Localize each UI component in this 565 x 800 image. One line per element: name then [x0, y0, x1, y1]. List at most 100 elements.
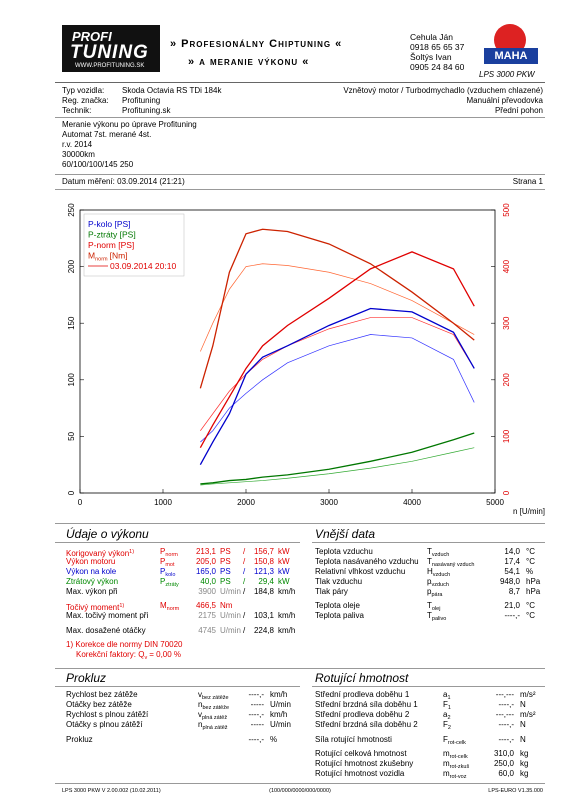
y2-tick-label: 500	[502, 203, 511, 217]
row-value: ----,-	[498, 720, 514, 729]
row-value: ----,-	[498, 700, 514, 709]
legend-text: M	[88, 251, 95, 261]
perf-unit: kW	[278, 547, 290, 556]
note: Automat 7st. merané 4st.	[62, 130, 152, 139]
row-unit: kg	[520, 759, 529, 768]
rule	[55, 542, 300, 543]
row-unit: °C	[526, 601, 535, 610]
perf-value: 184,8	[253, 587, 274, 596]
row-label: Teplota nasávaného vzduchu	[315, 557, 419, 566]
note: Meranie výkonu po úprave Profituning	[62, 120, 197, 129]
row-label: Síla rotující hmotnosti	[315, 735, 392, 744]
legend-text: P-kolo [PS]	[88, 219, 131, 229]
symbol: vbez zátěže	[198, 690, 229, 703]
perf-unit: kW	[278, 557, 290, 566]
perf-value: 103,1	[253, 611, 274, 620]
symbol: a1	[443, 690, 451, 703]
perf-label-text: Max. výkon při	[66, 587, 118, 596]
y-tick-label: 200	[67, 259, 76, 273]
row-unit: %	[270, 735, 278, 744]
symbol-letter: P	[160, 557, 166, 566]
row-value: 60,0	[498, 769, 514, 778]
perf-unit: PS	[220, 547, 231, 556]
footer: LPS-EURO V1.35.000	[488, 788, 543, 794]
symbol-sub: plná zátěž	[202, 715, 228, 721]
y2-tick-label: 400	[502, 259, 511, 273]
vehicle-label: Reg. značka:	[62, 96, 109, 105]
symbol-sub: norm	[165, 552, 178, 558]
perf-unit: U/min	[220, 626, 241, 635]
row-unit: %	[526, 567, 534, 576]
row-unit: m/s²	[520, 710, 536, 719]
date: Datum měření: 03.09.2014 (21:21)	[62, 177, 185, 186]
row-unit: km/h	[270, 710, 288, 719]
symbol-letter: v	[198, 690, 202, 699]
section-title: Vnější data	[315, 527, 376, 541]
legend-text: P-norm [PS]	[88, 240, 134, 250]
footnote-mark: 1)	[119, 603, 125, 609]
symbol: mrot-voz	[443, 769, 466, 782]
perf-value: 466,5	[195, 601, 216, 610]
perf-label: Korigovaný výkon1)	[66, 547, 134, 559]
symbol-letter: n	[198, 720, 203, 729]
data-line	[199, 228, 475, 389]
legend-entry: P-kolo [PS]	[88, 219, 131, 229]
perf-unit: km/h	[278, 626, 296, 635]
symbol-letter: a	[443, 710, 448, 719]
symbol-sub: 2	[447, 715, 451, 721]
x-tick-label: 3000	[320, 498, 338, 507]
perf-label-text: Točivý moment	[66, 603, 120, 612]
symbol: Hvzduch	[427, 567, 450, 580]
row-label: Rotující hmotnost vozidla	[315, 769, 405, 778]
perf-label: Max. točivý moment při	[66, 611, 148, 621]
y2-tick-label: 200	[502, 373, 511, 387]
symbol: pvzduch	[427, 577, 449, 590]
perf-value: 156,7	[253, 547, 274, 556]
row-unit: °C	[526, 611, 535, 620]
perf-label: Max. výkon při	[66, 587, 118, 597]
perf-unit: kW	[278, 577, 290, 586]
section-title: Údaje o výkonu	[66, 527, 149, 541]
rule	[55, 783, 545, 784]
row-value: -----	[250, 720, 264, 729]
symbol: a2	[443, 710, 451, 723]
row-value: 250,0	[493, 759, 514, 768]
symbol-letter: H	[427, 567, 433, 576]
row-label: Rychlost bez zátěže	[66, 690, 138, 699]
symbol-letter: M	[160, 601, 167, 610]
row-value: -----	[250, 700, 264, 709]
perf-sep: /	[243, 611, 246, 620]
symbol: Tvzduch	[427, 547, 449, 560]
symbol-sub: palivo	[431, 616, 447, 622]
row-value: 14,0	[504, 547, 520, 556]
symbol: Tnasávaný vzduch	[427, 557, 474, 570]
row-value: ----,-	[248, 735, 264, 744]
symbol: Pnorm	[160, 547, 178, 560]
perf-label-text: Max. točivý moment při	[66, 611, 149, 620]
row-label: Teplota paliva	[315, 611, 364, 620]
row-label: Rotující celková hmotnost	[315, 749, 407, 758]
section-title: Rotující hmotnost	[315, 671, 409, 685]
legend-entry: Mnorm [Nm]	[88, 251, 128, 263]
x-tick-label: 2000	[237, 498, 255, 507]
logo-top: PROFI	[72, 29, 112, 44]
perf-unit: kW	[278, 567, 290, 576]
symbol-sub: olej	[431, 606, 441, 612]
footer: LPS 3000 PKW V 2.00.002 (10.02.2011)	[62, 788, 161, 794]
row-label: Teplota vzduchu	[315, 547, 373, 556]
row-label: Teplota oleje	[315, 601, 360, 610]
perf-label: Výkon motoru	[66, 557, 115, 567]
maha-box	[484, 48, 538, 64]
data-line	[200, 447, 475, 486]
perf-unit: PS	[220, 577, 231, 586]
data-line	[200, 263, 475, 352]
symbol: Pmot	[160, 557, 175, 570]
data-line	[199, 307, 475, 466]
symbol: Pztráty	[160, 577, 179, 590]
rule	[312, 686, 545, 687]
note: 30000km	[62, 150, 95, 159]
device: LPS 3000 PKW	[479, 70, 535, 79]
row-unit: °C	[526, 557, 535, 566]
symbol-sub: 1	[447, 695, 451, 701]
row-label: Relativní vlhkost vzduchu	[315, 567, 406, 576]
